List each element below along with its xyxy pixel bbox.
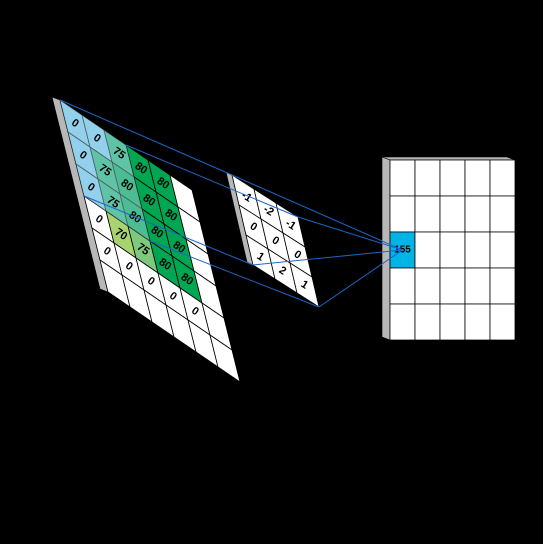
output-grid-cell	[490, 304, 515, 340]
output-grid-cell	[440, 160, 465, 196]
output-grid: 155	[382, 157, 515, 340]
output-grid-cell	[440, 196, 465, 232]
convolution-diagram: 155-1-2-10001210075808007580808007580808…	[0, 0, 543, 544]
output-grid-cell	[415, 232, 440, 268]
output-grid-cell	[390, 268, 415, 304]
output-grid-cell	[440, 268, 465, 304]
output-grid-cell	[490, 160, 515, 196]
output-grid-cell	[415, 268, 440, 304]
output-grid-cell	[490, 232, 515, 268]
output-grid-cell	[490, 196, 515, 232]
output-grid-cell	[440, 304, 465, 340]
output-grid-cell	[490, 268, 515, 304]
output-grid-cell	[390, 304, 415, 340]
output-grid-cell	[415, 160, 440, 196]
output-grid-cell	[465, 268, 490, 304]
output-grid-cell	[390, 160, 415, 196]
output-grid-cell	[440, 232, 465, 268]
output-grid-cell	[415, 196, 440, 232]
output-grid-cell	[465, 196, 490, 232]
output-grid-cell	[465, 304, 490, 340]
output-grid-cell	[465, 232, 490, 268]
output-grid-cell	[465, 160, 490, 196]
output-grid-cell	[415, 304, 440, 340]
output-grid-cell	[390, 196, 415, 232]
